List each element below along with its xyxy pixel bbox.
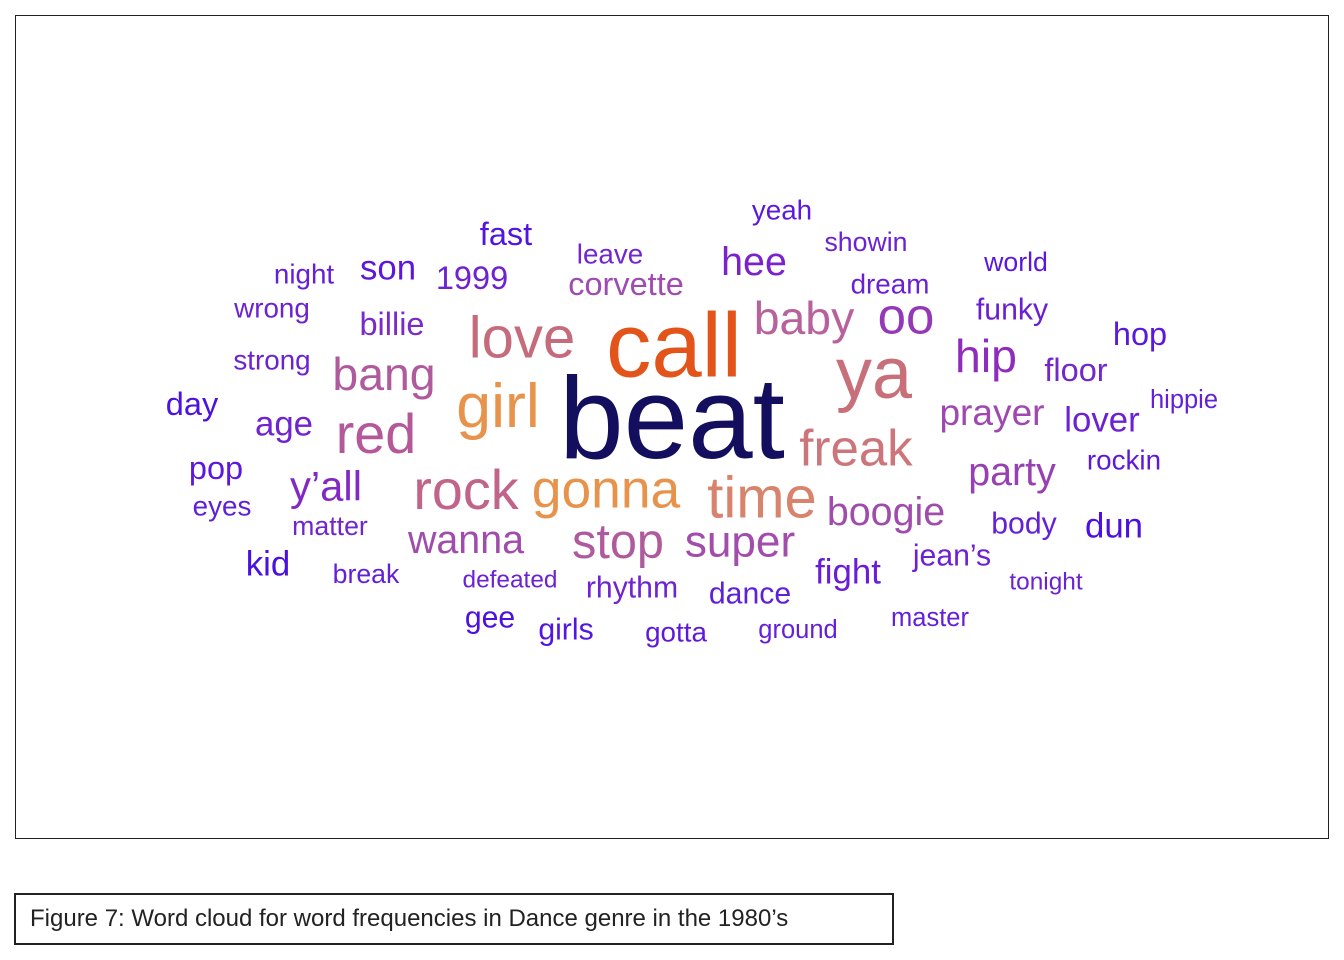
word-billie: billie	[359, 306, 424, 342]
word-dream: dream	[851, 269, 930, 300]
word-leave: leave	[577, 239, 643, 270]
word-tonight: tonight	[1009, 569, 1082, 596]
word-jean-s: jean’s	[912, 540, 991, 573]
word-age: age	[255, 405, 313, 444]
word-son: son	[360, 249, 416, 288]
word-freak: freak	[799, 420, 913, 477]
word-master: master	[891, 604, 969, 632]
word-strong: strong	[233, 345, 310, 376]
word-call: call	[606, 296, 742, 397]
word-girls: girls	[538, 614, 593, 647]
word-fight: fight	[815, 553, 881, 592]
word-eyes: eyes	[193, 491, 252, 522]
chart-frame	[15, 15, 1329, 839]
word-corvette: corvette	[568, 266, 684, 302]
word-lover: lover	[1064, 401, 1140, 440]
word-time: time	[707, 466, 817, 531]
word-hip: hip	[955, 330, 1017, 382]
word-rhythm: rhythm	[586, 572, 678, 605]
word-beat: beat	[559, 353, 785, 483]
caption-text: Figure 7: Word cloud for word frequencie…	[30, 905, 789, 932]
word-dance: dance	[709, 578, 791, 611]
word-bang: bang	[332, 348, 435, 400]
word-fast: fast	[480, 216, 532, 252]
word-1999: 1999	[436, 260, 508, 296]
word-day: day	[166, 386, 219, 422]
word-party: party	[968, 450, 1056, 494]
word-pop: pop	[189, 450, 243, 486]
word-matter: matter	[292, 511, 368, 541]
word-stop: stop	[572, 515, 664, 569]
word-wrong: wrong	[233, 293, 310, 324]
word-night: night	[274, 259, 335, 290]
word-rock: rock	[413, 459, 518, 521]
word-rockin: rockin	[1087, 445, 1161, 476]
word-y-all: y’all	[290, 463, 362, 510]
word-break: break	[333, 559, 400, 589]
word-hop: hop	[1113, 316, 1167, 352]
word-floor: floor	[1044, 352, 1107, 388]
word-super: super	[685, 518, 795, 567]
word-ya: ya	[836, 334, 912, 414]
word-showin: showin	[824, 227, 907, 257]
word-funky: funky	[976, 294, 1049, 327]
word-defeated: defeated	[463, 567, 558, 594]
word-girl: girl	[456, 371, 539, 441]
word-world: world	[983, 247, 1048, 277]
figure-caption: Figure 7: Word cloud for word frequencie…	[14, 893, 894, 945]
word-boogie: boogie	[827, 490, 945, 534]
word-body: body	[991, 508, 1057, 541]
word-oo: oo	[878, 288, 935, 345]
word-prayer: prayer	[939, 391, 1044, 433]
word-gonna: gonna	[532, 461, 681, 520]
word-gotta: gotta	[645, 617, 707, 648]
word-kid: kid	[246, 545, 290, 584]
word-baby: baby	[754, 292, 855, 344]
word-ground: ground	[758, 616, 837, 644]
word-love: love	[469, 306, 575, 371]
word-wanna: wanna	[407, 518, 524, 562]
word-yeah: yeah	[752, 195, 812, 226]
word-dun: dun	[1085, 507, 1143, 546]
word-red: red	[336, 403, 417, 465]
word-hee: hee	[721, 240, 787, 284]
word-gee: gee	[465, 602, 515, 635]
word-hippie: hippie	[1150, 386, 1218, 414]
